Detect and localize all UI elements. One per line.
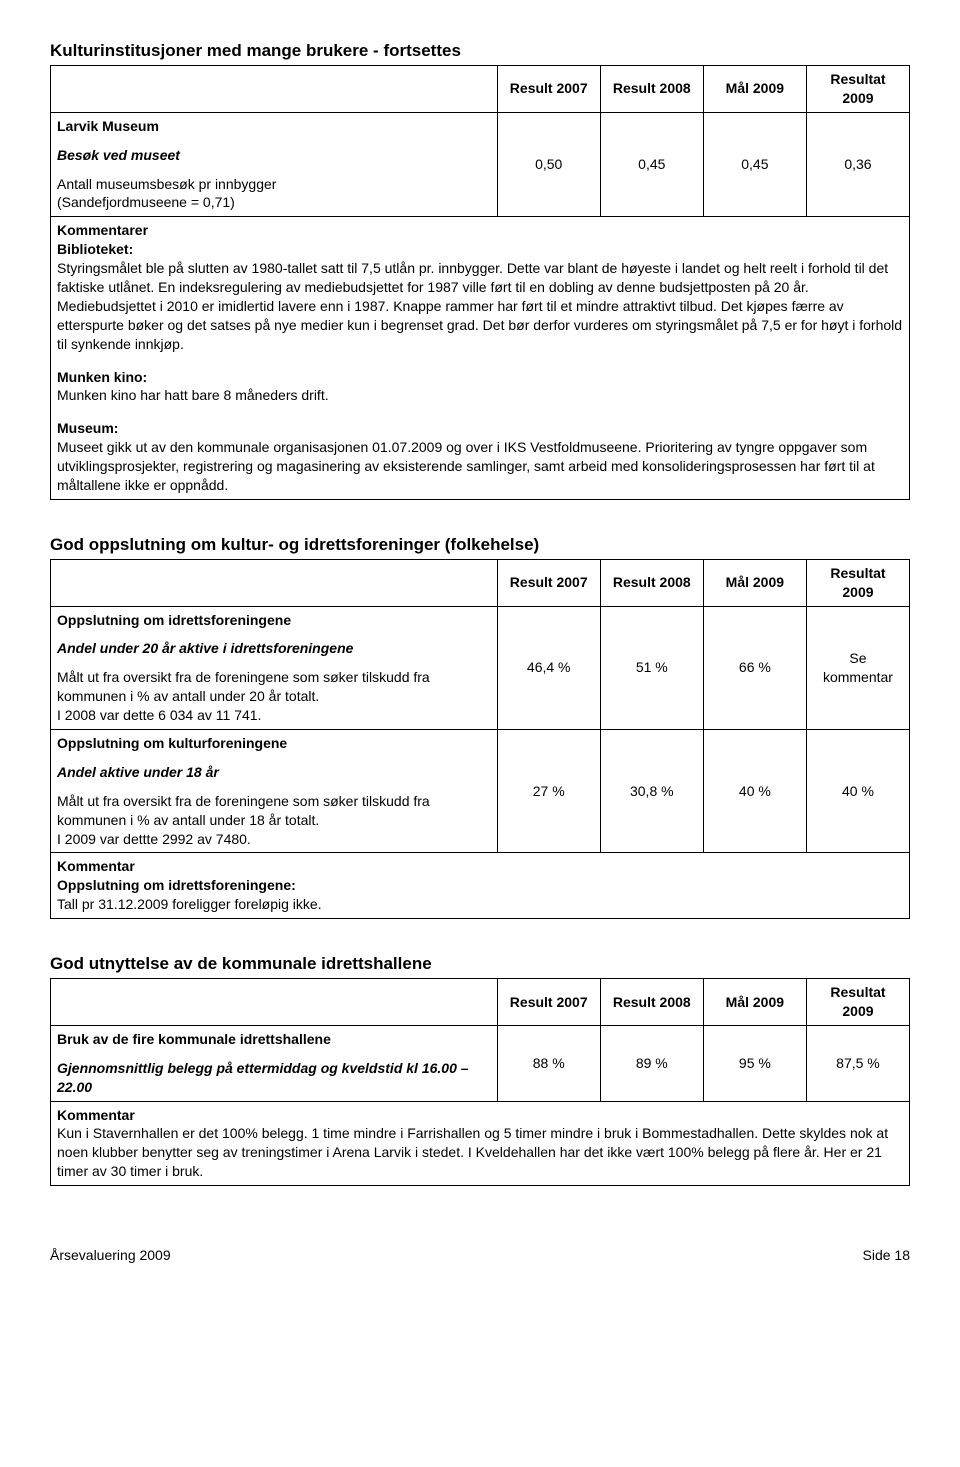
col-header: Result 2007: [497, 979, 600, 1026]
cell-value: 89 %: [600, 1025, 703, 1101]
section3-table: Result 2007 Result 2008 Mål 2009 Resulta…: [50, 978, 910, 1186]
col-header: Result 2008: [600, 979, 703, 1026]
biblioteket-label: Biblioteket:: [57, 240, 903, 259]
section1-title: Kulturinstitusjoner med mange brukere - …: [50, 40, 910, 63]
row-title: Bruk av de fire kommunale idrettshallene: [57, 1030, 491, 1049]
munken-text: Munken kino har hatt bare 8 måneders dri…: [57, 386, 903, 405]
row-sub: Besøk ved museet: [57, 146, 491, 165]
row-title: Larvik Museum: [57, 117, 491, 136]
museum-text: Museet gikk ut av den kommunale organisa…: [57, 438, 903, 495]
kommentar-label: Kommentar: [57, 857, 903, 876]
kommentar-cell: Kommentar Kun i Stavernhallen er det 100…: [51, 1101, 910, 1186]
row-title: Oppslutning om idrettsforeningene: [57, 611, 491, 630]
row-sub: Andel under 20 år aktive i idrettsforeni…: [57, 639, 491, 658]
col-header: Result 2007: [497, 559, 600, 606]
cell-value: 87,5 %: [806, 1025, 909, 1101]
row-desc: I 2009 var dettte 2992 av 7480.: [57, 830, 491, 849]
row-desc: I 2008 var dette 6 034 av 11 741.: [57, 706, 491, 725]
blank-header: [51, 65, 498, 112]
col-header: Result 2007: [497, 65, 600, 112]
col-header: Result 2008: [600, 559, 703, 606]
blank-header: [51, 559, 498, 606]
row-label: Larvik Museum Besøk ved museet Antall mu…: [51, 112, 498, 217]
kommentar-sub: Oppslutning om idrettsforeningene:: [57, 876, 903, 895]
col-header: Result 2008: [600, 65, 703, 112]
cell-value: 95 %: [703, 1025, 806, 1101]
cell-value: 40 %: [806, 730, 909, 853]
col-header: Resultat 2009: [806, 559, 909, 606]
kommentarer-label: Kommentarer: [57, 221, 903, 240]
cell-value: 51 %: [600, 606, 703, 729]
row-title: Oppslutning om kulturforeningene: [57, 734, 491, 753]
kommentar-cell: Kommentar Oppslutning om idrettsforening…: [51, 853, 910, 919]
cell-value: 40 %: [703, 730, 806, 853]
section2-title: God oppslutning om kultur- og idrettsfor…: [50, 534, 910, 557]
footer-left: Årsevaluering 2009: [50, 1246, 171, 1265]
row-label: Oppslutning om kulturforeningene Andel a…: [51, 730, 498, 853]
col-header: Resultat 2009: [806, 65, 909, 112]
section1-table: Result 2007 Result 2008 Mål 2009 Resulta…: [50, 65, 910, 500]
col-header: Mål 2009: [703, 979, 806, 1026]
col-header: Resultat 2009: [806, 979, 909, 1026]
cell-value: 88 %: [497, 1025, 600, 1101]
col-header: Mål 2009: [703, 65, 806, 112]
blank-header: [51, 979, 498, 1026]
cell-value: 0,45: [703, 112, 806, 217]
row-sub: Gjennomsnittlig belegg på ettermiddag og…: [57, 1059, 491, 1097]
cell-value: 46,4 %: [497, 606, 600, 729]
cell-value: 0,50: [497, 112, 600, 217]
footer-right: Side 18: [863, 1246, 910, 1265]
cell-value: 0,45: [600, 112, 703, 217]
cell-value: Se kommentar: [806, 606, 909, 729]
row-sub: Andel aktive under 18 år: [57, 763, 491, 782]
cell-value: 27 %: [497, 730, 600, 853]
row-label: Bruk av de fire kommunale idrettshallene…: [51, 1025, 498, 1101]
kommentar-text: Kun i Stavernhallen er det 100% belegg. …: [57, 1124, 903, 1181]
cell-value: 30,8 %: [600, 730, 703, 853]
row-desc: (Sandefjordmuseene = 0,71): [57, 193, 491, 212]
munken-label: Munken kino:: [57, 368, 903, 387]
kommentar-label: Kommentar: [57, 1106, 903, 1125]
kommentar-text: Tall pr 31.12.2009 foreligger foreløpig …: [57, 895, 903, 914]
row-desc: Antall museumsbesøk pr innbygger: [57, 175, 491, 194]
cell-value: 66 %: [703, 606, 806, 729]
col-header: Mål 2009: [703, 559, 806, 606]
kommentarer-cell: Kommentarer Biblioteket: Styringsmålet b…: [51, 217, 910, 500]
section3-title: God utnyttelse av de kommunale idrettsha…: [50, 953, 910, 976]
museum-label: Museum:: [57, 419, 903, 438]
row-desc: Målt ut fra oversikt fra de foreningene …: [57, 792, 491, 830]
row-label: Oppslutning om idrettsforeningene Andel …: [51, 606, 498, 729]
cell-value: 0,36: [806, 112, 909, 217]
row-desc: Målt ut fra oversikt fra de foreningene …: [57, 668, 491, 706]
section2-table: Result 2007 Result 2008 Mål 2009 Resulta…: [50, 559, 910, 919]
page-footer: Årsevaluering 2009 Side 18: [50, 1246, 910, 1265]
biblioteket-text: Styringsmålet ble på slutten av 1980-tal…: [57, 259, 903, 353]
